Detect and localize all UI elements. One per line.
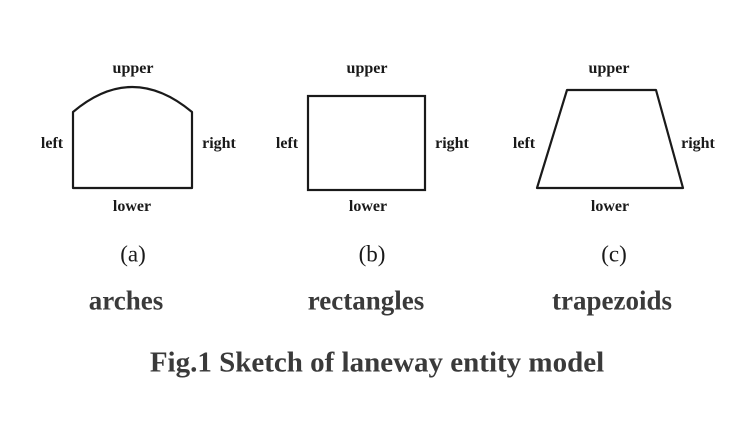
arch-lower-label: lower: [112, 198, 152, 215]
trap-lower-label: lower: [590, 198, 630, 215]
arch-left-label: left: [40, 135, 64, 152]
rect-upper-label: upper: [346, 60, 388, 77]
figure-caption: Fig.1 Sketch of laneway entity model: [149, 346, 605, 379]
panel-c-letter: (c): [601, 241, 627, 267]
panel-a-letter: (a): [120, 241, 146, 267]
trap-left-label: left: [512, 135, 536, 152]
rect-left-label: left: [275, 135, 299, 152]
trapezoid-shape: [535, 88, 685, 190]
rect-lower-label: lower: [348, 198, 388, 215]
trap-upper-label: upper: [588, 60, 630, 77]
rectangle-shape: [306, 94, 427, 192]
trap-right-label: right: [681, 135, 715, 152]
rect-right-label: right: [435, 135, 469, 152]
arch-upper-label: upper: [112, 60, 154, 77]
panel-a-name: arches: [88, 285, 164, 316]
panel-b-letter: (b): [358, 241, 386, 267]
arch-shape: [71, 85, 194, 190]
panel-c-name: trapezoids: [552, 285, 672, 316]
arch-right-label: right: [202, 135, 236, 152]
panel-b-name: rectangles: [307, 285, 425, 316]
